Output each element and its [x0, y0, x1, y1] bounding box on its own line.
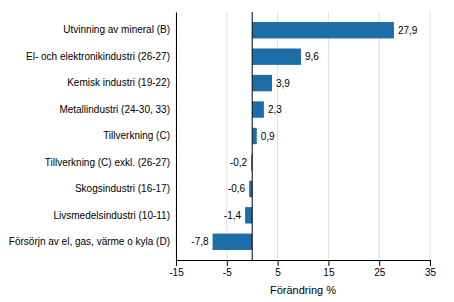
x-tick-label: 35 [425, 267, 437, 278]
x-tick-mark [278, 260, 279, 266]
data-label: 9,6 [305, 51, 319, 62]
x-axis-title: Förändring % [270, 284, 336, 296]
bar [252, 22, 394, 38]
data-label: -1,4 [224, 210, 242, 221]
data-label: 0,9 [261, 131, 275, 142]
x-tick-label: 25 [374, 267, 386, 278]
y-tick-label: El- och elektronikindustri (26-27) [26, 51, 170, 62]
x-tick: 15 [323, 260, 335, 278]
x-axis: -15 -5 5 15 25 35 [169, 260, 436, 278]
grid-line [379, 12, 380, 260]
grid-line [328, 12, 329, 260]
data-label: -0,6 [228, 183, 246, 194]
grid-line [176, 12, 177, 260]
y-tick-label: Skogsindustri (16-17) [75, 183, 170, 194]
y-tick: El- och elektronikindustri (26-27) [26, 51, 170, 62]
x-axis-line [177, 261, 431, 267]
data-label: 3,9 [276, 78, 290, 89]
bar [252, 101, 264, 117]
bar [213, 234, 253, 250]
plot: -15 -5 5 15 25 35 Försörjn av el, gas, värme o… [9, 12, 437, 296]
data-labels: -7,8 -1,4 -0,6 -0,2 0,9 2,3 3,9 9,6 27,9 [191, 25, 417, 248]
bar [252, 48, 301, 64]
x-tick-label: -15 [169, 267, 184, 278]
y-tick-label: Utvinning av mineral (B) [63, 24, 170, 35]
y-tick: Försörjn av el, gas, värme o kyla (D) [9, 236, 170, 247]
y-tick-label: Försörjn av el, gas, värme o kyla (D) [9, 236, 170, 247]
x-tick-mark [176, 260, 177, 266]
bar [252, 75, 272, 91]
x-tick-label: -5 [223, 267, 232, 278]
y-tick-label: Tillverkning (C) exkl. (26-27) [45, 157, 170, 168]
y-tick: Metallindustri (24-30, 33) [59, 104, 170, 115]
bar [252, 128, 257, 144]
bar [245, 207, 252, 223]
x-tick-mark [430, 260, 431, 266]
chart-container: -15 -5 5 15 25 35 Försörjn av el, gas, värme o… [0, 0, 454, 302]
data-label: 2,3 [268, 104, 282, 115]
y-axis: Försörjn av el, gas, värme o kyla (D) Liv… [9, 13, 177, 261]
zero-line [252, 12, 253, 260]
y-tick: Tillverkning (C) exkl. (26-27) [45, 157, 170, 168]
y-tick-label: Kemisk industri (19-22) [67, 77, 170, 88]
data-label: -0,2 [230, 157, 248, 168]
y-tick-label: Tillverkning (C) [103, 130, 170, 141]
grid [176, 12, 430, 260]
x-tick: -5 [223, 260, 232, 278]
data-label: 27,9 [398, 25, 418, 36]
x-tick-label: 15 [323, 267, 335, 278]
x-tick-label: 5 [275, 267, 281, 278]
x-tick: 25 [374, 260, 386, 278]
x-tick-mark [379, 260, 380, 266]
bars [213, 12, 394, 260]
data-label: -7,8 [191, 236, 209, 247]
y-tick: Skogsindustri (16-17) [75, 183, 170, 194]
y-axis-line [176, 13, 177, 261]
y-tick-label: Livsmedelsindustri (10-11) [53, 210, 170, 221]
y-tick: Tillverkning (C) [103, 130, 170, 141]
grid-line [430, 12, 431, 260]
x-tick-mark [328, 260, 329, 266]
y-tick: Kemisk industri (19-22) [67, 77, 170, 88]
x-tick-mark [227, 260, 228, 266]
x-tick: 35 [425, 260, 437, 278]
x-tick: 5 [275, 260, 281, 278]
y-tick: Utvinning av mineral (B) [63, 24, 170, 35]
y-tick-label: Metallindustri (24-30, 33) [59, 104, 170, 115]
y-tick: Livsmedelsindustri (10-11) [53, 210, 170, 221]
chart-svg: -15 -5 5 15 25 35 Försörjn av el, gas, värme o… [0, 0, 454, 302]
grid-line [226, 12, 227, 260]
x-tick: -15 [169, 260, 184, 278]
